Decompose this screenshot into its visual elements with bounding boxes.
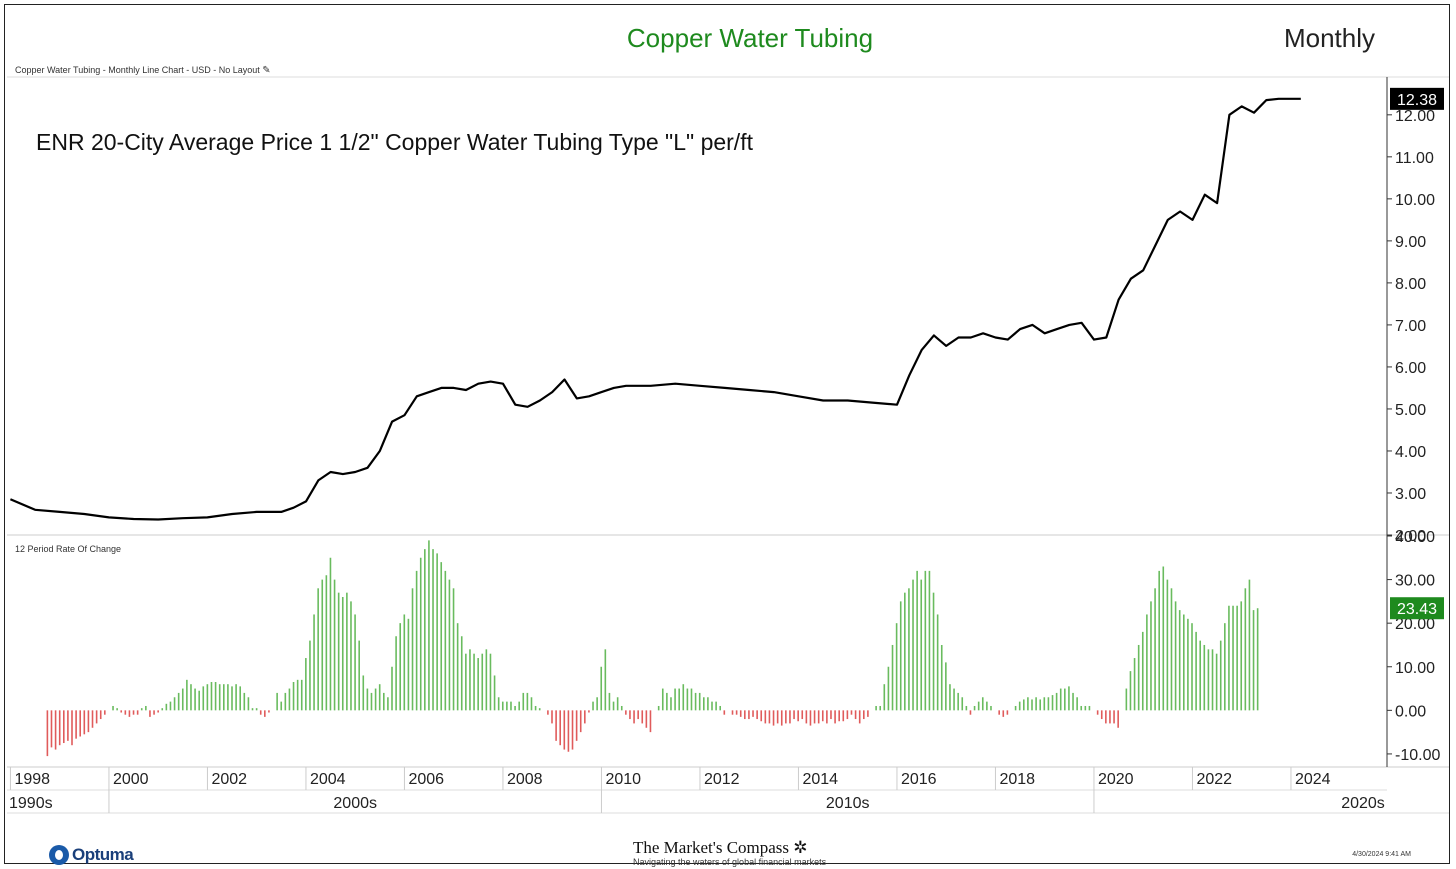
x-year-label: 2012 — [704, 771, 740, 788]
period-label[interactable]: Monthly — [1283, 23, 1375, 53]
x-year-label: 2024 — [1295, 771, 1331, 788]
x-year-label: 2002 — [211, 771, 247, 788]
chart-canvas[interactable]: 2.00 3.00 4.00 5.00 6.00 7.00 8.00 9.00 10.00 11.… — [5, 5, 1451, 865]
chart-frame: Copper Water Tubing Monthly Copper Water… — [4, 4, 1451, 867]
price-y-tick-label: 3.00 — [1395, 486, 1426, 503]
price-y-tick-label: 8.00 — [1395, 276, 1426, 293]
roc-y-tick-label: 10.00 — [1395, 660, 1435, 677]
chart-subtitle: Copper Water Tubing - Monthly Line Chart… — [15, 65, 271, 76]
optuma-logo: Optuma — [49, 843, 134, 867]
x-year-label: 2010 — [605, 771, 641, 788]
x-decade-label: 2020s — [1341, 795, 1385, 812]
roc-y-tick-label: 0.00 — [1395, 703, 1426, 720]
brand-tagline: Navigating the waters of global financia… — [633, 857, 827, 867]
edit-pencil-icon[interactable]: ✎ — [262, 65, 271, 76]
x-decade-label: 2000s — [333, 795, 377, 812]
x-year-label: 2004 — [310, 771, 346, 788]
price-y-tick-label: 12.00 — [1395, 108, 1435, 125]
price-last-value-badge-bg — [1390, 87, 1444, 110]
optuma-logo-text: Optuma — [72, 845, 134, 864]
optuma-logo-icon — [49, 845, 69, 865]
x-decade-label: 2010s — [826, 795, 870, 812]
roc-y-tick-label: 30.00 — [1395, 573, 1435, 590]
brand-title: The Market's Compass ✲ — [633, 838, 808, 857]
x-year-label: 2000 — [113, 771, 149, 788]
price-chart-label: ENR 20-City Average Price 1 1/2" Copper … — [36, 129, 753, 155]
x-year-label: 1998 — [14, 771, 50, 788]
price-y-tick-label: 10.00 — [1395, 192, 1435, 209]
price-y-tick-label: 4.00 — [1395, 444, 1426, 461]
price-y-tick-label: 5.00 — [1395, 402, 1426, 419]
roc-chart-label: 12 Period Rate Of Change — [15, 544, 122, 554]
price-y-tick-label: 2.00 — [1395, 528, 1426, 545]
main-title: Copper Water Tubing — [626, 23, 874, 53]
roc-y-tick-label: 20.00 — [1395, 616, 1435, 633]
price-y-tick-label: 11.00 — [1395, 150, 1434, 167]
roc-y-tick-label: -10.00 — [1395, 747, 1440, 764]
timestamp: 4/30/2024 9:41 AM — [1352, 851, 1411, 858]
price-last-value-badge: 12.38 — [1397, 92, 1437, 109]
x-year-label: 2008 — [507, 771, 543, 788]
roc-last-value-badge-bg — [1390, 597, 1444, 620]
x-year-label: 2016 — [901, 771, 937, 788]
x-year-label: 2014 — [802, 771, 838, 788]
x-decade-label: 1990s — [9, 795, 53, 812]
markets-compass-brand: The Market's Compass ✲ Navigating the wa… — [633, 838, 863, 867]
roc-last-value-badge: 23.43 — [1397, 601, 1437, 618]
x-year-label: 2018 — [999, 771, 1035, 788]
price-y-tick-label: 9.00 — [1395, 234, 1426, 251]
price-y-tick-label: 7.00 — [1395, 318, 1426, 335]
roc-y-tick-label: 40.00 — [1395, 529, 1435, 546]
x-year-label: 2020 — [1098, 771, 1134, 788]
price-y-tick-label: 6.00 — [1395, 360, 1426, 377]
price-series-line[interactable] — [9, 97, 1301, 521]
x-year-label: 2006 — [408, 771, 444, 788]
compass-icon: ✲ — [793, 838, 808, 857]
x-year-label: 2022 — [1196, 771, 1232, 788]
